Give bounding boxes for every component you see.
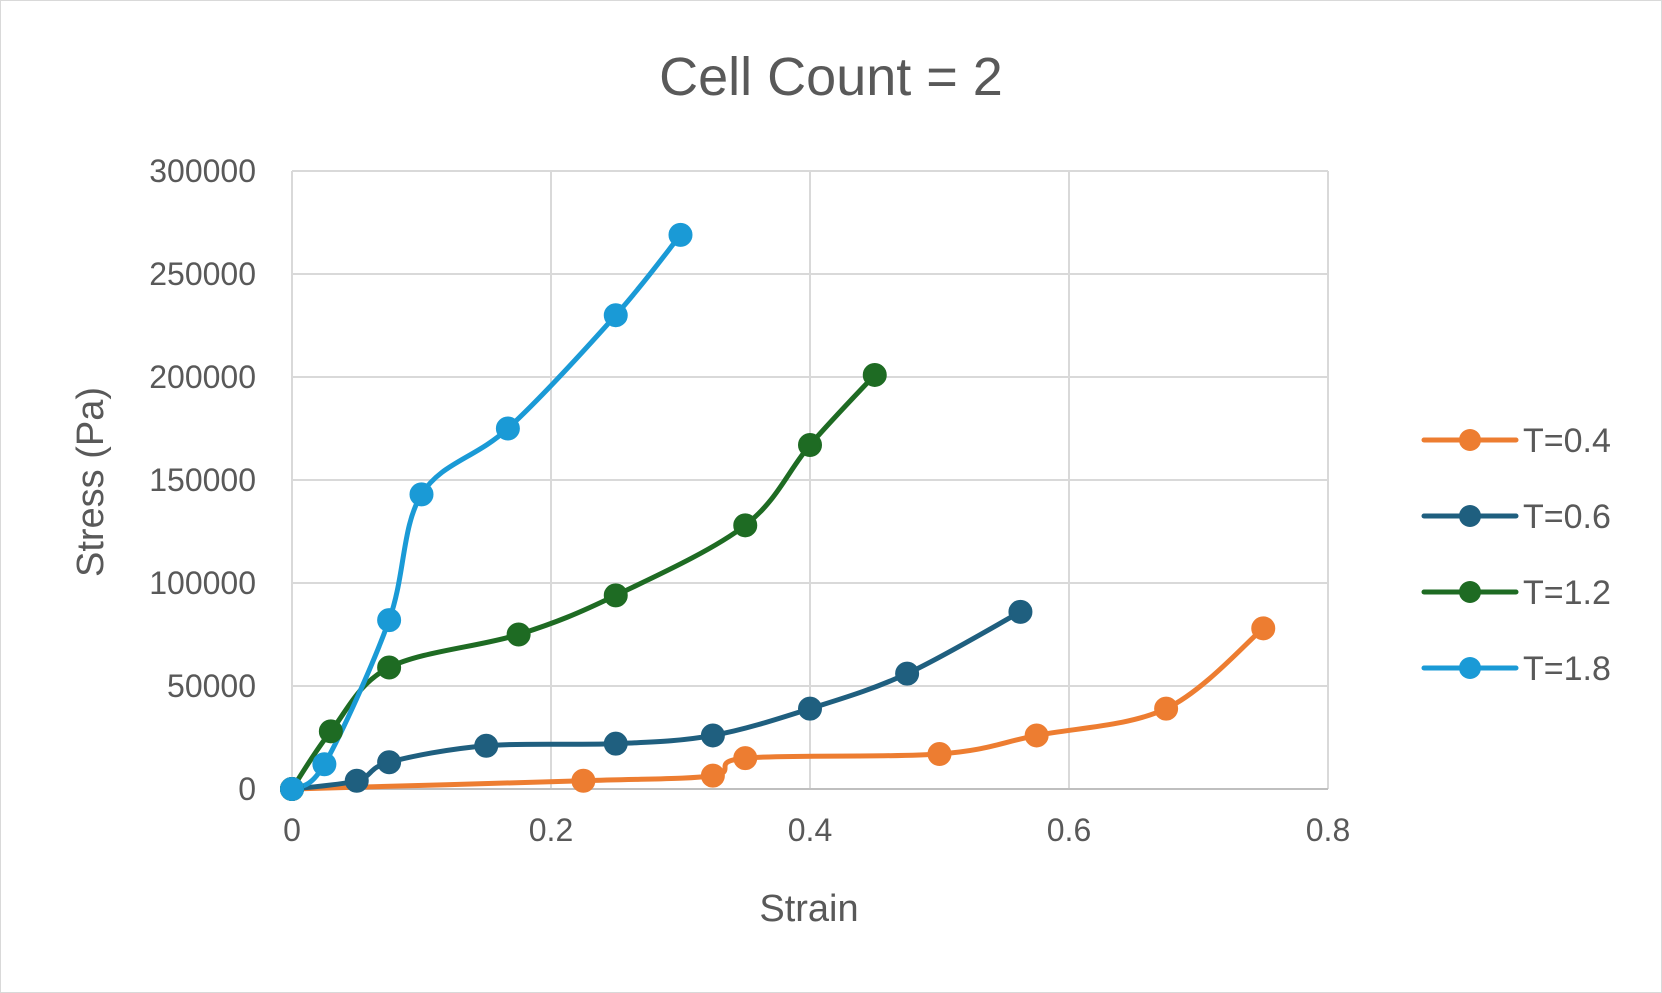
chart-title: Cell Count = 2 [659, 47, 1003, 107]
y-axis-ticks: 0 50000 100000 150000 200000 250000 300000 [149, 153, 256, 807]
data-point [571, 768, 596, 793]
legend-label: T=0.6 [1523, 498, 1611, 536]
data-point [474, 733, 499, 758]
data-point [495, 416, 520, 441]
y-tick-label: 150000 [149, 462, 256, 498]
data-point [668, 222, 693, 247]
data-point [603, 303, 628, 328]
data-point [1024, 723, 1049, 748]
legend-entry: T=0.6 [1421, 498, 1611, 536]
y-tick-label: 50000 [167, 668, 256, 704]
legend-marker [1459, 581, 1481, 603]
series-lines [289, 232, 1266, 792]
data-point [409, 482, 434, 507]
legend-entry: T=1.2 [1421, 574, 1611, 612]
x-tick-label: 0.6 [1047, 812, 1091, 848]
data-point [312, 752, 337, 777]
data-point [700, 763, 725, 788]
x-axis-title: Strain [759, 888, 858, 930]
data-point [318, 719, 343, 744]
data-point [1154, 696, 1179, 721]
data-point [506, 622, 531, 647]
data-point [377, 655, 402, 680]
legend-marker [1459, 429, 1481, 451]
legend-label: T=0.4 [1523, 422, 1611, 460]
data-point [895, 661, 920, 686]
y-tick-label: 0 [238, 771, 256, 807]
data-point [603, 583, 628, 608]
y-tick-label: 250000 [149, 256, 256, 292]
data-point [377, 750, 402, 775]
legend-marker [1459, 657, 1481, 679]
data-point [862, 362, 887, 387]
data-point [603, 731, 628, 756]
series-line [289, 372, 878, 792]
series-line [289, 609, 1023, 792]
x-tick-label: 0 [283, 812, 301, 848]
y-tick-label: 200000 [149, 359, 256, 395]
legend-marker [1459, 505, 1481, 527]
y-tick-label: 300000 [149, 153, 256, 189]
data-point [280, 777, 304, 801]
legend-label: T=1.8 [1523, 650, 1611, 688]
x-tick-label: 0.8 [1306, 812, 1350, 848]
x-tick-label: 0.4 [788, 812, 832, 848]
legend-entry: T=1.8 [1421, 650, 1611, 688]
legend-label: T=1.2 [1523, 574, 1611, 612]
data-point [927, 741, 952, 766]
y-tick-label: 100000 [149, 565, 256, 601]
data-point [733, 513, 758, 538]
legend: T=0.4 T=0.6 T=1.2 T=1.8 [1421, 422, 1611, 688]
data-point [798, 696, 822, 721]
data-point [344, 768, 369, 793]
data-point [1251, 616, 1276, 641]
data-point [377, 608, 402, 633]
data-point [798, 432, 822, 457]
x-tick-label: 0.2 [529, 812, 573, 848]
y-axis-title: Stress (Pa) [70, 387, 112, 577]
series-markers [280, 222, 1276, 801]
x-axis-ticks: 0 0.2 0.4 0.6 0.8 [283, 812, 1350, 848]
data-point [700, 723, 725, 748]
series-line [289, 625, 1266, 792]
data-point [733, 746, 758, 771]
data-point [1008, 599, 1033, 624]
legend-entry: T=0.4 [1421, 422, 1611, 460]
gridlines [291, 170, 1329, 790]
